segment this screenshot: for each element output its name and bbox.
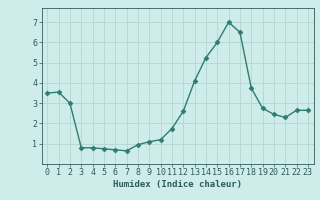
X-axis label: Humidex (Indice chaleur): Humidex (Indice chaleur)	[113, 180, 242, 189]
